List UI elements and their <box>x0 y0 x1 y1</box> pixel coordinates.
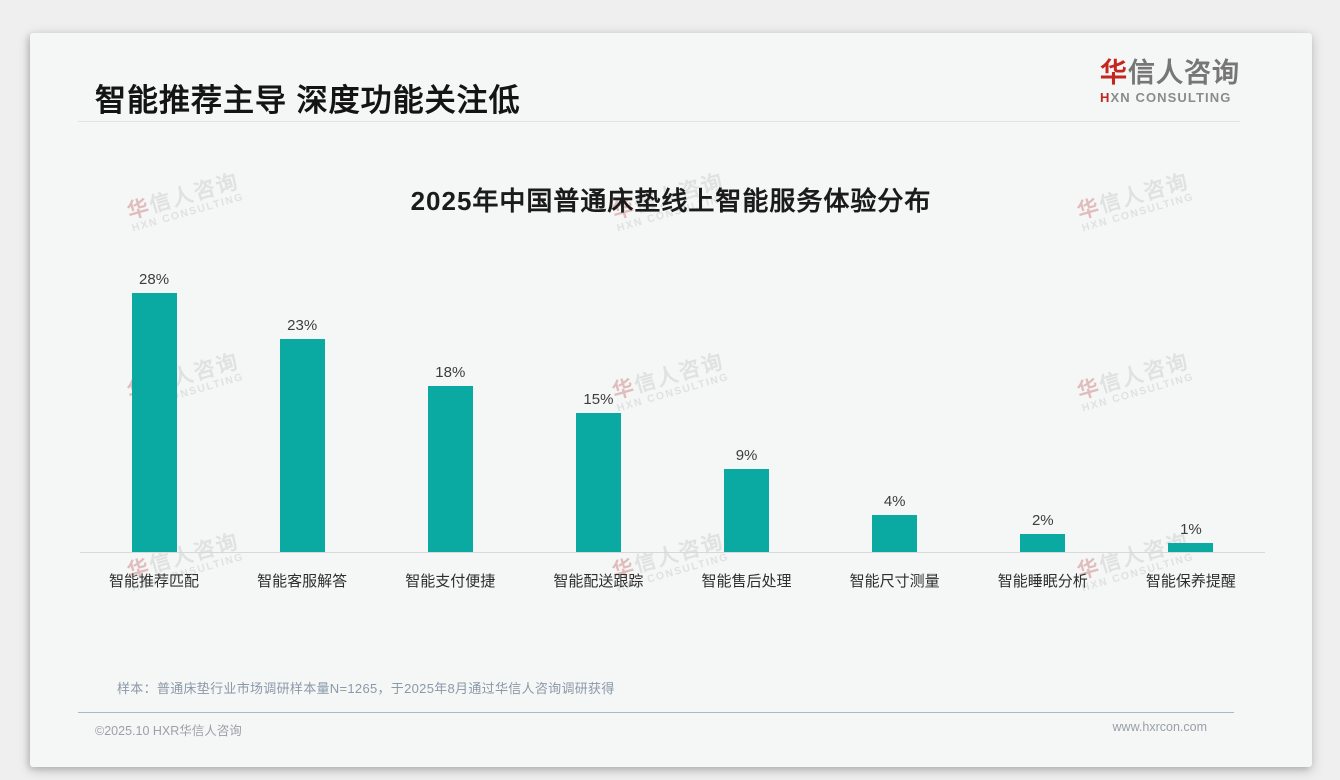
bar-value-label: 15% <box>583 391 614 409</box>
bar-column: 18% <box>376 363 524 552</box>
category-label: 智能配送跟踪 <box>553 573 644 590</box>
bar <box>1020 533 1066 552</box>
category-label: 智能睡眠分析 <box>997 573 1088 590</box>
category-label: 智能尺寸测量 <box>849 573 940 590</box>
bar-column: 2% <box>969 511 1117 552</box>
bar-value-label: 18% <box>435 363 466 381</box>
bar <box>427 385 473 552</box>
company-logo: 华信人咨询 HXN CONSULTING <box>1100 58 1240 105</box>
bar-value-label: 2% <box>1031 511 1054 529</box>
report-slide: 华信人咨询 HXN CONSULTING 华信人咨询 HXN CONSULTING 华信… <box>30 33 1312 767</box>
footer-divider <box>78 712 1234 713</box>
category-labels-row: 智能推荐匹配 智能客服解答 智能支付便捷 智能配送跟踪 智能售后处理 智能尺寸测量 智能睡眠… <box>80 553 1265 591</box>
bar-column: 4% <box>821 493 969 552</box>
bar <box>724 468 770 552</box>
bar <box>575 413 621 552</box>
logo-english-name: HXN CONSULTING <box>1100 89 1232 105</box>
bar-column: 15% <box>524 391 672 552</box>
bar-value-label: 4% <box>883 493 906 510</box>
bar-column: 28% <box>80 271 228 552</box>
bar-value-label: 1% <box>1180 520 1202 538</box>
bar <box>131 293 177 552</box>
bar-column: 9% <box>673 447 821 552</box>
category-label: 智能售后处理 <box>701 573 792 590</box>
bar-value-label: 9% <box>735 446 758 464</box>
x-axis-line <box>80 552 1265 553</box>
category-label: 智能客服解答 <box>257 573 348 590</box>
bar-column: 23% <box>228 317 376 552</box>
website-url: www.hxrcon.com <box>1112 720 1207 734</box>
sample-note: 样本：普通床垫行业市场调研样本量N=1265，于2025年8月通过华信人咨询调研… <box>117 681 615 696</box>
header-divider <box>78 121 1240 122</box>
bar <box>279 339 325 552</box>
bar-column: 1% <box>1117 521 1265 552</box>
footer: ©2025.10 HXR华信人咨询 www.hxrcon.com <box>95 720 1277 739</box>
bar-chart: 28% 23% 18% 15% 9% 4% 2% 1% 智能推荐匹配 智能客服解答 智能支付便捷智… <box>80 242 1265 591</box>
category-label: 智能推荐匹配 <box>109 573 200 590</box>
chart-title: 2025年中国普通床垫线上智能服务体验分布 <box>410 186 932 216</box>
bar-value-label: 28% <box>139 271 170 288</box>
category-label: 智能保养提醒 <box>1145 573 1236 590</box>
copyright-text: ©2025.10 HXR华信人咨询 <box>95 724 242 738</box>
page-title: 智能推荐主导 深度功能关注低 <box>95 83 521 118</box>
bar-value-label: 23% <box>287 317 318 335</box>
bar <box>872 515 918 552</box>
bars-row: 28% 23% 18% 15% 9% 4% 2% 1% <box>80 242 1265 552</box>
bar <box>1168 542 1214 552</box>
logo-chinese-name: 华信人咨询 <box>1100 58 1240 88</box>
category-label: 智能支付便捷 <box>405 573 496 590</box>
